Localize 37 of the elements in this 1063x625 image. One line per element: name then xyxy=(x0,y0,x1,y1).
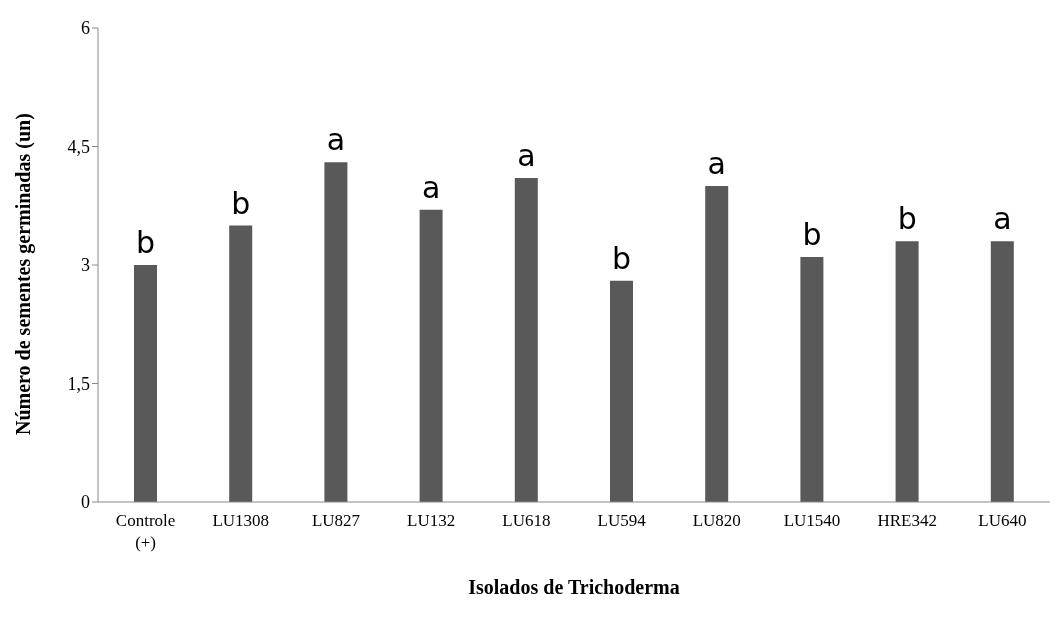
x-axis-title: Isolados de Trichoderma xyxy=(468,576,680,599)
bar xyxy=(419,209,443,502)
annotation: a xyxy=(517,138,536,174)
annotation: a xyxy=(707,146,726,181)
y-tick-label: 4,5 xyxy=(67,136,90,157)
x-tick-label: LU827 xyxy=(311,511,361,530)
y-axis-title: Número de sementes germinadas (un) xyxy=(12,113,36,435)
annotation: a xyxy=(326,122,346,158)
y-tick-label: 6 xyxy=(81,18,90,39)
x-tick-label: LU618 xyxy=(502,511,551,530)
bar xyxy=(134,265,157,502)
x-tick-label: LU1540 xyxy=(783,511,841,530)
x-tick-label: LU640 xyxy=(978,511,1027,530)
bar xyxy=(895,241,919,502)
bar xyxy=(514,178,538,502)
y-tick-label: 1,5 xyxy=(67,373,90,394)
y-tick-label: 3 xyxy=(81,255,90,276)
bar xyxy=(705,186,729,502)
annotation: b xyxy=(897,201,917,237)
annotation: b xyxy=(802,217,822,253)
bar xyxy=(324,162,348,502)
bar xyxy=(610,280,633,502)
x-tick-label: Controle (+) xyxy=(115,511,176,552)
x-tick-label: LU1308 xyxy=(212,511,270,530)
annotation: a xyxy=(993,201,1012,237)
x-tick-label: LU820 xyxy=(692,511,741,530)
annotation: b xyxy=(136,225,156,260)
y-tick-label: 0 xyxy=(81,492,90,513)
annotation: a xyxy=(422,169,441,205)
annotation: b xyxy=(612,240,632,276)
annotation: b xyxy=(231,185,251,221)
bar xyxy=(990,241,1014,502)
bar xyxy=(229,225,253,502)
x-tick-label: LU132 xyxy=(407,511,456,530)
x-tick-label: HRE342 xyxy=(877,511,937,530)
bar xyxy=(800,257,824,502)
x-tick-label: LU594 xyxy=(597,511,647,530)
